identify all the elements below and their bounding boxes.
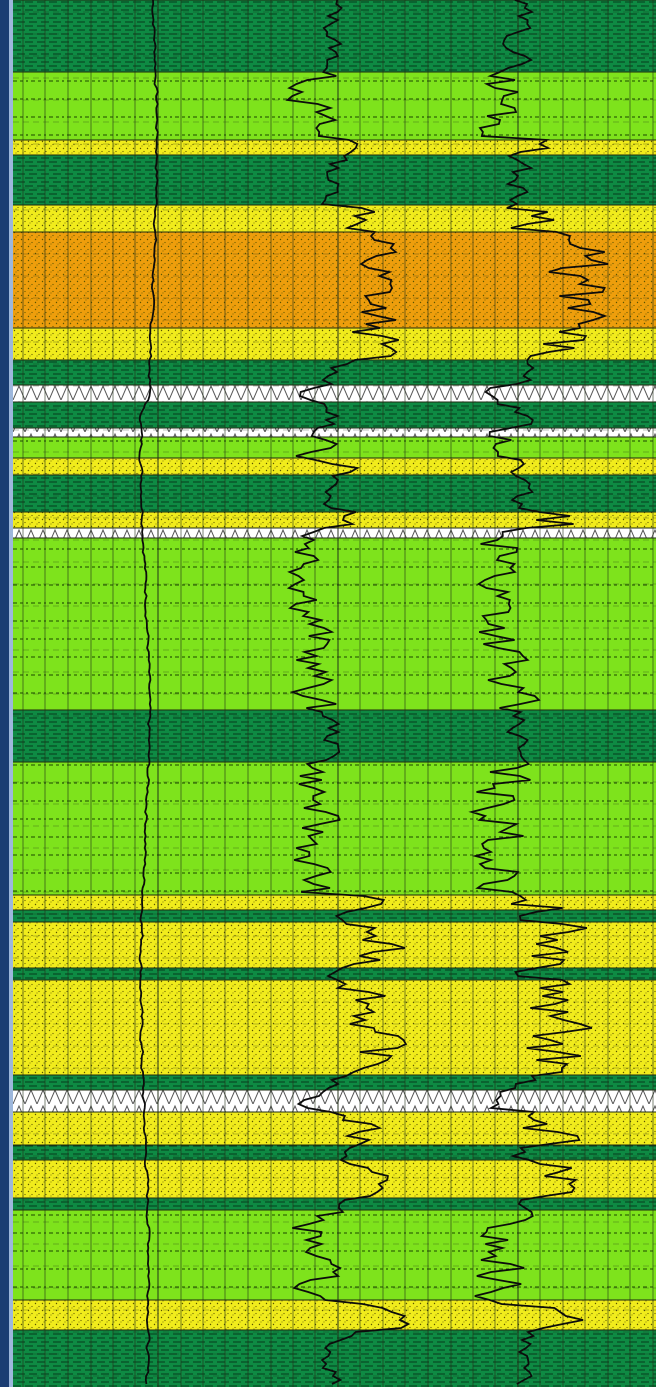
layer-pattern (13, 458, 656, 475)
layer-pattern (13, 72, 656, 140)
layer-pattern (13, 428, 656, 437)
frame-edge (9, 0, 13, 1387)
log-curves (138, 0, 609, 1385)
layer-pattern (13, 538, 656, 710)
layer-pattern (13, 980, 656, 1075)
layer-pattern (13, 710, 656, 762)
layer-pattern (13, 1160, 656, 1198)
layer-pattern (13, 232, 656, 328)
layer-pattern (13, 0, 656, 72)
layer-pattern (13, 1145, 656, 1160)
layer-pattern (13, 475, 656, 512)
layer-pattern (13, 385, 656, 402)
layer-pattern (13, 1112, 656, 1145)
layer-pattern (13, 922, 656, 968)
layer-pattern (13, 1210, 656, 1300)
gamma-ray-curve (285, 0, 411, 1385)
caliper-curve (138, 0, 159, 1385)
well-log-panel (13, 0, 656, 1387)
lithology-layers (13, 0, 656, 1387)
layer-pattern (13, 140, 656, 155)
resistivity-curve (468, 0, 609, 1385)
layer-pattern (13, 1300, 656, 1330)
layer-pattern (13, 1330, 656, 1387)
layer-pattern (13, 205, 656, 232)
layer-pattern (13, 528, 656, 538)
layer-pattern (13, 910, 656, 922)
layer-pattern (13, 437, 656, 458)
layer-pattern (13, 1090, 656, 1112)
layer-pattern (13, 762, 656, 895)
